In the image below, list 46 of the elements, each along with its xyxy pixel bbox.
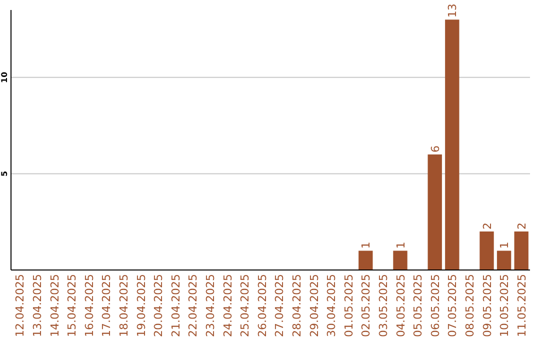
- bar: [428, 154, 442, 270]
- bar: [393, 250, 408, 270]
- x-tick-label: 12.04.2025: [14, 274, 27, 337]
- x-tick-label: 19.04.2025: [134, 274, 148, 337]
- bar: [480, 231, 494, 270]
- bar: [445, 20, 460, 270]
- bar: [496, 250, 512, 270]
- data-label: 1: [498, 242, 512, 249]
- x-tick-label: 13.04.2025: [30, 274, 44, 337]
- x-tick-label: 26.04.2025: [256, 274, 269, 337]
- x-tick-label: 25.04.2025: [238, 274, 252, 337]
- y-tick-label: 5: [0, 170, 9, 176]
- x-tick-label: 14.04.2025: [48, 274, 62, 337]
- data-label: 6: [428, 145, 442, 152]
- data-label: 2: [515, 222, 528, 230]
- x-tick-label: 10.05.2025: [498, 274, 512, 337]
- x-tick-label: 04.05.2025: [394, 274, 408, 337]
- x-tick-label: 02.05.2025: [360, 274, 373, 337]
- x-tick-label: 01.05.2025: [342, 274, 356, 337]
- y-tick-label: 10: [0, 71, 9, 83]
- x-tick-label: 05.05.2025: [412, 274, 425, 337]
- x-tick-label: 30.04.2025: [325, 274, 338, 337]
- data-label: 2: [480, 222, 494, 230]
- x-tick-label: 03.05.2025: [376, 274, 390, 337]
- data-label: 1: [394, 242, 408, 249]
- data-label: 13: [446, 4, 460, 18]
- x-tick-label: 23.04.2025: [204, 274, 217, 337]
- x-tick-label: 18.04.2025: [117, 274, 130, 337]
- x-tick-label: 17.04.2025: [100, 274, 114, 337]
- x-tick-label: 07.05.2025: [446, 274, 460, 337]
- x-tick-label: 15.04.2025: [66, 274, 79, 337]
- bar: [514, 231, 528, 270]
- bar: [358, 250, 373, 270]
- x-tick-label: 21.04.2025: [169, 274, 182, 337]
- x-tick-label: 22.04.2025: [186, 274, 200, 337]
- x-tick-label: 20.04.2025: [152, 274, 166, 337]
- x-tick-label: 16.04.2025: [82, 274, 96, 337]
- data-label: 1: [360, 242, 373, 249]
- x-tick-label: 24.04.2025: [221, 274, 234, 337]
- x-tick-label: 27.04.2025: [273, 274, 286, 337]
- x-tick-label: 06.05.2025: [428, 274, 442, 337]
- x-tick-label: 11.05.2025: [515, 274, 528, 337]
- x-tick-label: 28.04.2025: [290, 274, 304, 337]
- x-tick-label: 08.05.2025: [463, 274, 476, 337]
- x-tick-label: 09.05.2025: [480, 274, 494, 337]
- x-tick-label: 29.04.2025: [308, 274, 321, 337]
